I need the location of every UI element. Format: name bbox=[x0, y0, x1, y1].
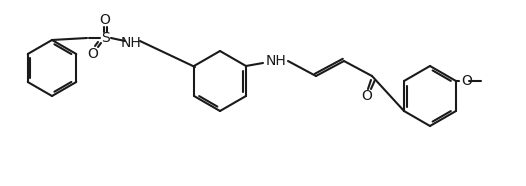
Text: O: O bbox=[361, 89, 372, 103]
Text: O: O bbox=[461, 74, 472, 88]
Text: S: S bbox=[100, 31, 109, 45]
Text: O: O bbox=[87, 47, 98, 61]
Text: NH: NH bbox=[120, 36, 141, 50]
Text: O: O bbox=[99, 13, 110, 27]
Text: NH: NH bbox=[266, 54, 287, 68]
